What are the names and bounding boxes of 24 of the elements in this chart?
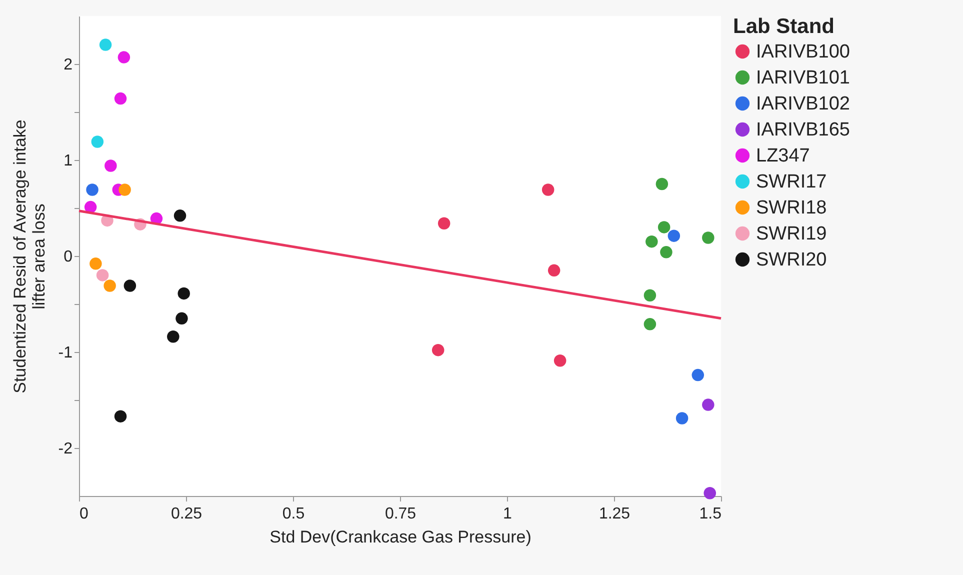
x-tick-label: 0.5 — [282, 506, 305, 522]
y-tick-label: -2 — [58, 440, 73, 458]
legend-label: SWRI17 — [756, 172, 827, 192]
x-axis-title: Std Dev(Crankcase Gas Pressure) — [270, 528, 532, 546]
x-tick-label: 1.5 — [699, 506, 722, 522]
legend-label: SWRI20 — [756, 250, 827, 270]
x-tick-label: 1.25 — [598, 506, 630, 522]
legend-label: IARIVB165 — [756, 120, 850, 140]
x-tick-label: 0.75 — [384, 506, 416, 522]
x-tick-label: 0 — [80, 506, 88, 522]
y-tick-label: 2 — [64, 56, 73, 74]
x-tick-label: 0.25 — [170, 506, 202, 522]
legend-label: SWRI19 — [756, 224, 827, 244]
legend-label: IARIVB102 — [756, 94, 850, 114]
y-tick-label: 1 — [64, 152, 73, 170]
legend-title: Lab Stand — [733, 15, 835, 38]
y-tick-label: 0 — [64, 248, 73, 266]
x-tick-label: 1 — [503, 506, 512, 522]
legend-label: IARIVB100 — [756, 42, 850, 62]
y-tick-label: -1 — [58, 344, 73, 362]
legend-label: LZ347 — [756, 146, 810, 166]
y-axis-title: Studentized Resid of Average intake lifter area loss — [10, 120, 48, 394]
legend-label: IARIVB101 — [756, 68, 850, 88]
legend-label: SWRI18 — [756, 198, 827, 218]
